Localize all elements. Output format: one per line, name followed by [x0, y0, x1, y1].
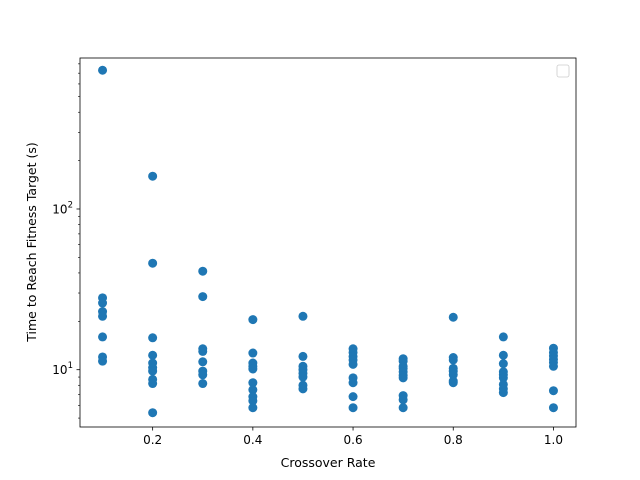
data-point	[398, 373, 408, 383]
data-point	[98, 311, 108, 321]
data-point	[448, 312, 458, 322]
data-point	[198, 370, 208, 380]
data-point	[398, 403, 408, 413]
y-tick-label: 101	[52, 361, 73, 377]
data-point	[98, 65, 108, 75]
data-point	[148, 333, 158, 343]
data-point	[498, 388, 508, 398]
data-point	[198, 379, 208, 389]
data-point	[298, 384, 308, 394]
data-point	[198, 266, 208, 276]
data-point	[498, 373, 508, 383]
data-point	[248, 315, 258, 325]
x-tick-label: 0.6	[344, 433, 363, 447]
data-point	[98, 332, 108, 342]
data-points	[98, 65, 558, 418]
data-point	[498, 359, 508, 369]
data-point	[348, 392, 358, 402]
data-point	[198, 292, 208, 302]
data-point	[248, 348, 258, 358]
plot-area	[80, 58, 576, 427]
x-tick-label: 0.2	[143, 433, 162, 447]
x-axis-label: Crossover Rate	[281, 455, 376, 470]
data-point	[348, 378, 358, 388]
data-point	[348, 403, 358, 413]
data-point	[298, 311, 308, 321]
data-point	[148, 366, 158, 376]
data-point	[248, 403, 258, 413]
x-tick-label: 0.4	[243, 433, 262, 447]
data-point	[348, 359, 358, 369]
data-point	[548, 386, 558, 396]
data-point	[98, 356, 108, 366]
x-tick-label: 1.0	[544, 433, 563, 447]
data-point	[198, 346, 208, 356]
legend-box	[556, 64, 570, 78]
data-point	[498, 332, 508, 342]
data-point	[498, 350, 508, 360]
y-tick-label: 102	[52, 200, 73, 216]
data-point	[148, 171, 158, 181]
y-axis-label: Time to Reach Fitness Target (s)	[24, 142, 39, 343]
plot-frame	[79, 57, 577, 428]
data-point	[448, 355, 458, 365]
data-point	[548, 403, 558, 413]
data-point	[248, 378, 258, 388]
x-tick-label: 0.8	[444, 433, 463, 447]
data-point	[248, 396, 258, 406]
data-point	[448, 378, 458, 388]
data-point	[398, 395, 408, 405]
data-point	[448, 370, 458, 380]
data-point	[298, 351, 308, 361]
data-point	[148, 350, 158, 360]
data-point	[198, 357, 208, 367]
data-point	[248, 385, 258, 395]
data-point	[98, 298, 108, 308]
data-point	[148, 408, 158, 418]
data-point	[248, 364, 258, 374]
data-point	[148, 258, 158, 268]
data-point	[548, 361, 558, 371]
data-point	[148, 379, 158, 389]
data-point	[298, 372, 308, 382]
